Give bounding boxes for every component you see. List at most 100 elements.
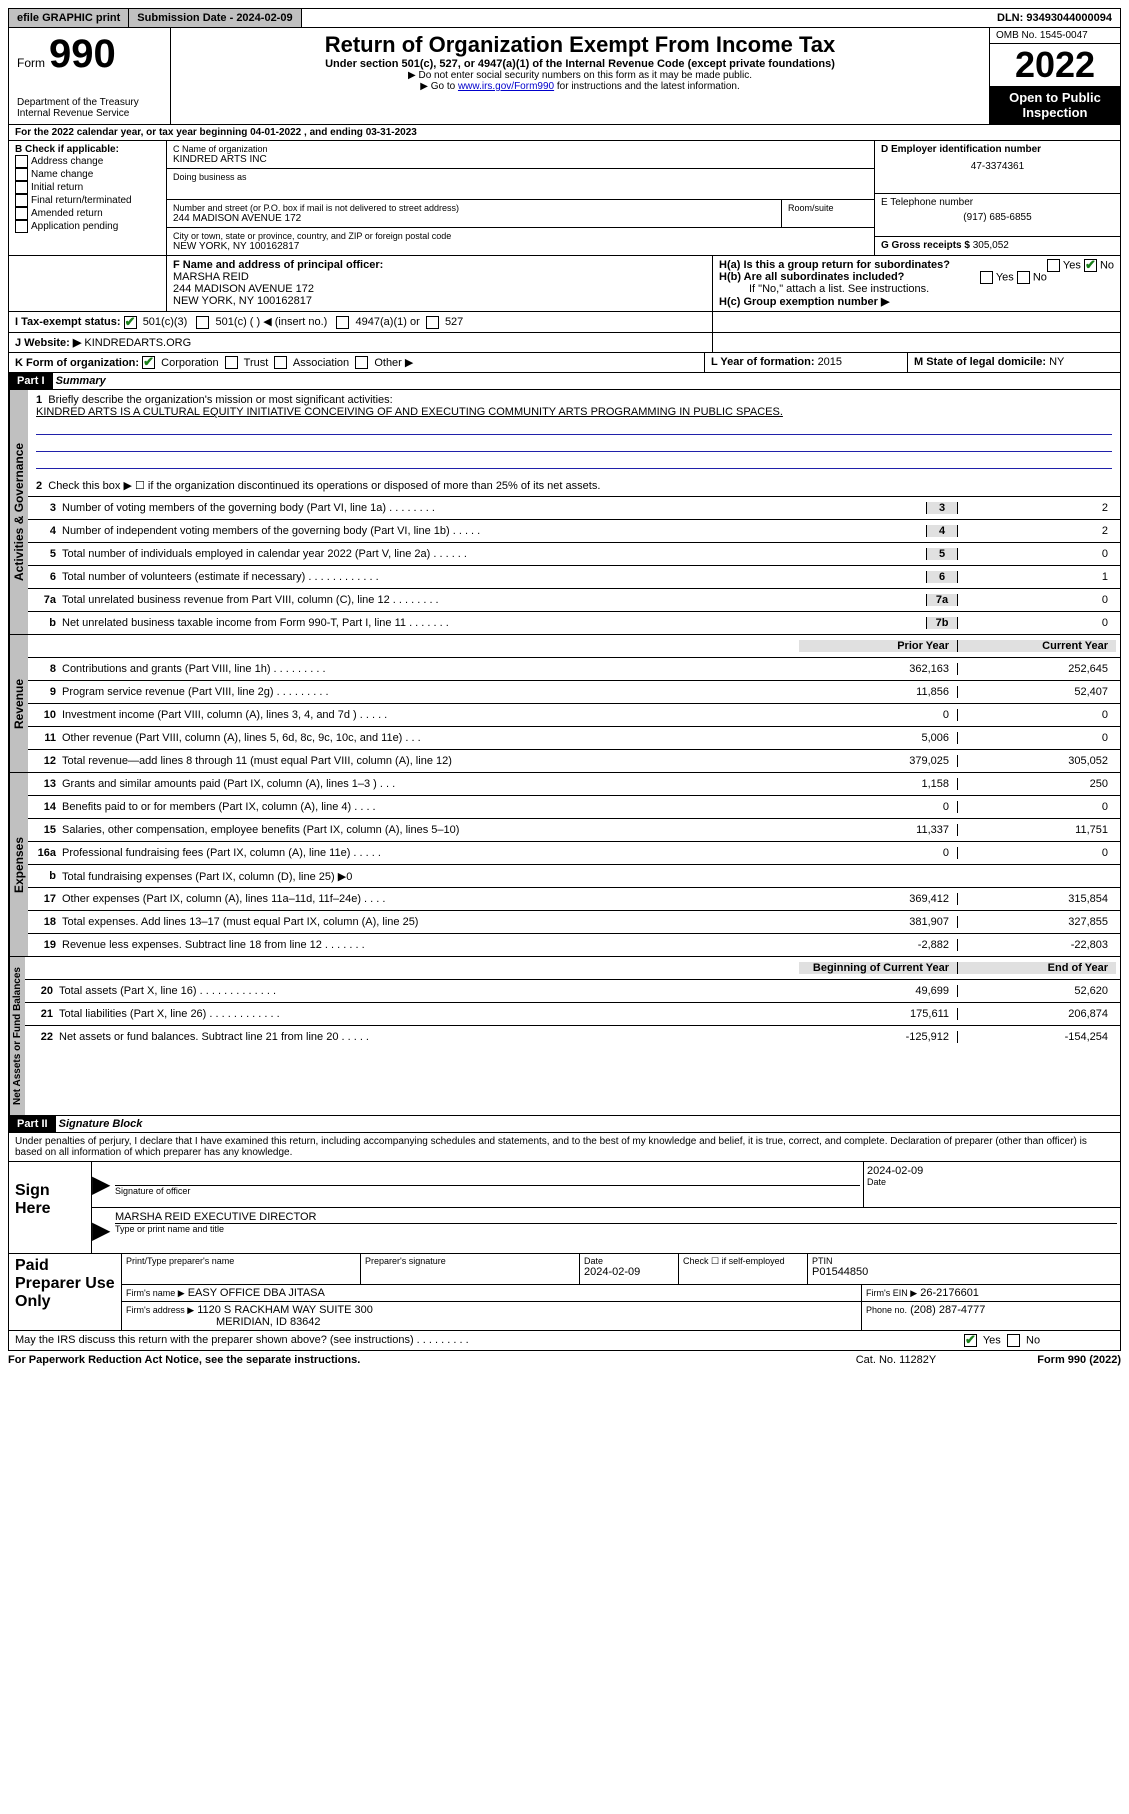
q1-label: Briefly describe the organization's miss… bbox=[48, 394, 392, 406]
h-b-note: If "No," attach a list. See instructions… bbox=[719, 283, 1114, 295]
ha-no[interactable]: No bbox=[1100, 259, 1114, 271]
ptin-value: P01544850 bbox=[812, 1266, 1116, 1278]
sign-date-value: 2024-02-09 bbox=[867, 1165, 1117, 1177]
sign-arrow-icon: ▶ bbox=[92, 1162, 112, 1207]
mission-blank-2 bbox=[36, 437, 1112, 452]
officer-label: F Name and address of principal officer: bbox=[173, 259, 706, 271]
preparer-name-label: Print/Type preparer's name bbox=[126, 1256, 356, 1266]
line-j: J Website: ▶ KINDREDARTS.ORG bbox=[8, 333, 1121, 353]
irs-label: Internal Revenue Service bbox=[17, 108, 162, 119]
firm-ein-label: Firm's EIN ▶ bbox=[866, 1288, 917, 1298]
vtab-governance: Activities & Governance bbox=[9, 390, 28, 634]
instr-pre: ▶ Go to bbox=[420, 81, 458, 92]
summary-line-20: 20Total assets (Part X, line 16) . . . .… bbox=[25, 980, 1120, 1003]
discuss-yes[interactable] bbox=[964, 1334, 977, 1347]
officer-addr2: NEW YORK, NY 100162817 bbox=[173, 295, 706, 307]
part-1-tag: Part I bbox=[9, 373, 53, 389]
sign-arrow-icon-2: ▶ bbox=[92, 1208, 112, 1253]
paid-preparer-label: Paid Preparer Use Only bbox=[9, 1254, 122, 1330]
line-a-tax-year: For the 2022 calendar year, or tax year … bbox=[8, 125, 1121, 141]
firm-name: EASY OFFICE DBA JITASA bbox=[188, 1287, 325, 1299]
expenses-section: Expenses 13Grants and similar amounts pa… bbox=[8, 773, 1121, 957]
website-value: KINDREDARTS.ORG bbox=[84, 337, 191, 349]
chk-527[interactable] bbox=[426, 316, 439, 329]
mission-blank-3 bbox=[36, 454, 1112, 469]
chk-address-change[interactable]: Address change bbox=[15, 155, 160, 168]
hdr-end: End of Year bbox=[957, 962, 1116, 974]
chk-501c[interactable] bbox=[196, 316, 209, 329]
discuss-question: May the IRS discuss this return with the… bbox=[15, 1334, 964, 1347]
sign-here-label: Sign Here bbox=[9, 1162, 92, 1253]
chk-4947[interactable] bbox=[336, 316, 349, 329]
chk-name-change[interactable]: Name change bbox=[15, 168, 160, 181]
ha-yes[interactable]: Yes bbox=[1063, 259, 1081, 271]
summary-line-12: 12Total revenue—add lines 8 through 11 (… bbox=[28, 750, 1120, 772]
form-org-label: K Form of organization: bbox=[15, 357, 139, 369]
chk-trust[interactable] bbox=[225, 356, 238, 369]
ein-label: D Employer identification number bbox=[881, 144, 1114, 155]
dln: DLN: 93493044000094 bbox=[989, 9, 1120, 27]
summary-line-4: 4Number of independent voting members of… bbox=[28, 520, 1120, 543]
part-2-header: Part II Signature Block bbox=[8, 1116, 1121, 1133]
chk-application-pending[interactable]: Application pending bbox=[15, 220, 160, 233]
net-header-row: Beginning of Current Year End of Year bbox=[25, 957, 1120, 980]
discuss-no[interactable] bbox=[1007, 1334, 1020, 1347]
chk-corporation[interactable] bbox=[142, 356, 155, 369]
hb-no[interactable]: No bbox=[1033, 271, 1047, 283]
line-i: I Tax-exempt status: 501(c)(3) 501(c) ( … bbox=[8, 312, 1121, 333]
summary-line-3: 3Number of voting members of the governi… bbox=[28, 497, 1120, 520]
org-city: NEW YORK, NY 100162817 bbox=[173, 241, 868, 252]
chk-final-return[interactable]: Final return/terminated bbox=[15, 194, 160, 207]
form-title: Return of Organization Exempt From Incom… bbox=[179, 32, 981, 58]
summary-line-7a: 7aTotal unrelated business revenue from … bbox=[28, 589, 1120, 612]
form-instr-ssn: ▶ Do not enter social security numbers o… bbox=[179, 70, 981, 81]
form-subtitle-1: Under section 501(c), 527, or 4947(a)(1)… bbox=[179, 58, 981, 70]
hb-yes[interactable]: Yes bbox=[996, 271, 1014, 283]
hdr-prior-year: Prior Year bbox=[799, 640, 957, 652]
revenue-section: Revenue Prior Year Current Year 8Contrib… bbox=[8, 635, 1121, 773]
box-b-label: B Check if applicable: bbox=[15, 144, 160, 155]
box-d-e-g: D Employer identification number 47-3374… bbox=[875, 141, 1120, 255]
net-assets-section: Net Assets or Fund Balances Beginning of… bbox=[8, 957, 1121, 1116]
discuss-preparer-row: May the IRS discuss this return with the… bbox=[8, 1331, 1121, 1351]
summary-line-19: 19Revenue less expenses. Subtract line 1… bbox=[28, 934, 1120, 956]
officer-name-label: Type or print name and title bbox=[115, 1224, 1117, 1234]
summary-line-5: 5Total number of individuals employed in… bbox=[28, 543, 1120, 566]
form-990-label: 990 bbox=[49, 32, 116, 77]
efile-print-button[interactable]: efile GRAPHIC print bbox=[9, 9, 129, 27]
summary-line-17: 17Other expenses (Part IX, column (A), l… bbox=[28, 888, 1120, 911]
sign-here-section: Sign Here ▶ Signature of officer 2024-02… bbox=[8, 1162, 1121, 1254]
ein-value: 47-3374361 bbox=[881, 161, 1114, 172]
self-employed-check[interactable]: Check ☐ if self-employed bbox=[679, 1254, 808, 1284]
mission-text: KINDRED ARTS IS A CULTURAL EQUITY INITIA… bbox=[36, 406, 1112, 418]
officer-signature-line[interactable] bbox=[115, 1165, 860, 1186]
page-footer: For Paperwork Reduction Act Notice, see … bbox=[8, 1351, 1121, 1369]
officer-name: MARSHA REID bbox=[173, 271, 706, 283]
hdr-current-year: Current Year bbox=[957, 640, 1116, 652]
irs-gov-link[interactable]: www.irs.gov/Form990 bbox=[458, 81, 554, 92]
firm-ein: 26-2176601 bbox=[920, 1287, 979, 1299]
hdr-beginning: Beginning of Current Year bbox=[799, 962, 957, 974]
line-k-l-m: K Form of organization: Corporation Trus… bbox=[8, 353, 1121, 374]
summary-line-7b: bNet unrelated business taxable income f… bbox=[28, 612, 1120, 634]
dba-label: Doing business as bbox=[173, 172, 868, 182]
rev-header-row: Prior Year Current Year bbox=[28, 635, 1120, 658]
h-a: H(a) Is this a group return for subordin… bbox=[719, 259, 1114, 271]
firm-addr2: MERIDIAN, ID 83642 bbox=[216, 1316, 321, 1328]
preparer-sig-label: Preparer's signature bbox=[365, 1256, 575, 1266]
chk-other[interactable] bbox=[355, 356, 368, 369]
chk-initial-return[interactable]: Initial return bbox=[15, 181, 160, 194]
summary-line-22: 22Net assets or fund balances. Subtract … bbox=[25, 1026, 1120, 1048]
chk-amended-return[interactable]: Amended return bbox=[15, 207, 160, 220]
part-1-header: Part I Summary bbox=[8, 373, 1121, 390]
vtab-revenue: Revenue bbox=[9, 635, 28, 772]
chk-501c3[interactable] bbox=[124, 316, 137, 329]
officer-signature-label: Signature of officer bbox=[115, 1186, 860, 1196]
activities-governance-section: Activities & Governance 1 Briefly descri… bbox=[8, 390, 1121, 635]
paperwork-notice: For Paperwork Reduction Act Notice, see … bbox=[8, 1354, 821, 1366]
chk-association[interactable] bbox=[274, 356, 287, 369]
officer-group-section: F Name and address of principal officer:… bbox=[8, 256, 1121, 312]
omb-number: OMB No. 1545-0047 bbox=[990, 28, 1120, 44]
h-c: H(c) Group exemption number ▶ bbox=[719, 295, 1114, 308]
form-number: Form 990 bbox=[17, 32, 162, 77]
